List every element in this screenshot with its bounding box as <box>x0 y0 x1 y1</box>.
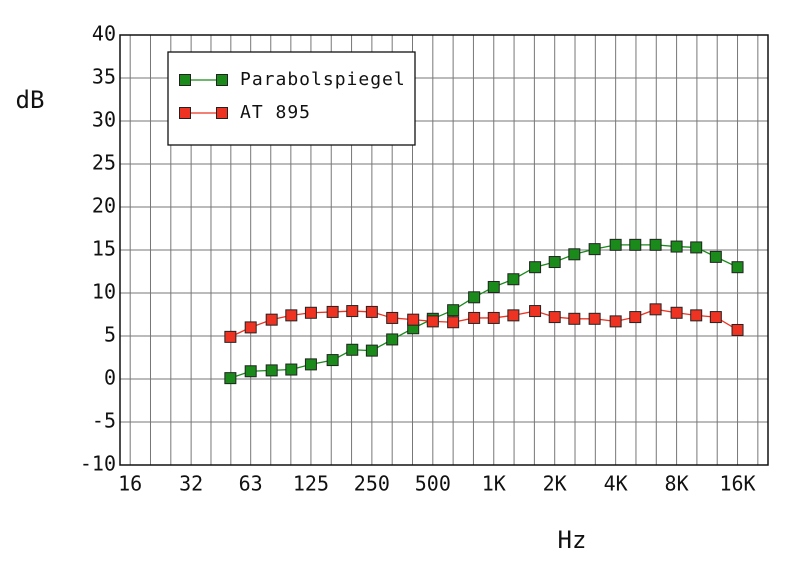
legend-marker <box>179 74 191 86</box>
marker <box>224 330 237 343</box>
y-tick-label: 10 <box>92 280 116 304</box>
x-tick-label: 2K <box>543 472 567 496</box>
x-tick-label: 63 <box>239 472 263 496</box>
y-tick-label: 35 <box>92 65 116 89</box>
x-axis-label: Hz <box>558 526 587 554</box>
y-tick-label: -10 <box>80 452 116 476</box>
y-tick-label: 30 <box>92 108 116 132</box>
marker <box>548 311 561 324</box>
marker <box>731 261 744 274</box>
marker <box>548 256 561 269</box>
marker <box>709 250 722 263</box>
marker <box>346 343 359 356</box>
x-tick-label: 1K <box>482 472 506 496</box>
marker <box>447 304 460 317</box>
x-tick-label: 4K <box>604 472 628 496</box>
plot-frame <box>119 34 769 466</box>
marker <box>690 241 703 254</box>
marker <box>609 238 622 251</box>
legend-box <box>167 51 416 146</box>
marker <box>304 358 317 371</box>
marker <box>670 240 683 253</box>
marker <box>304 306 317 319</box>
marker <box>507 309 520 322</box>
x-tick-label: 32 <box>179 472 203 496</box>
marker <box>487 280 500 293</box>
marker <box>507 273 520 286</box>
legend-label: AT 895 <box>240 102 311 123</box>
x-tick-label: 250 <box>354 472 390 496</box>
marker <box>588 312 601 325</box>
x-tick-label: 16K <box>719 472 755 496</box>
legend-marker <box>179 107 191 119</box>
x-tick-label: 16 <box>118 472 142 496</box>
marker <box>285 309 298 322</box>
legend-label: Parabolspiegel <box>240 69 406 90</box>
marker <box>649 238 662 251</box>
marker <box>568 248 581 261</box>
marker <box>365 344 378 357</box>
legend-marker <box>216 74 228 86</box>
marker <box>426 315 439 328</box>
marker <box>265 313 278 326</box>
marker <box>670 306 683 319</box>
marker <box>529 305 542 318</box>
marker <box>407 313 420 326</box>
y-tick-label: 40 <box>92 22 116 46</box>
marker <box>244 365 257 378</box>
marker <box>326 354 339 367</box>
marker <box>326 305 339 318</box>
marker <box>224 372 237 385</box>
x-tick-label: 8K <box>665 472 689 496</box>
y-axis-label: dB <box>16 86 45 114</box>
x-tick-label: 125 <box>293 472 329 496</box>
marker <box>468 291 481 304</box>
marker <box>629 238 642 251</box>
marker <box>529 261 542 274</box>
marker <box>609 315 622 328</box>
marker <box>285 363 298 376</box>
marker <box>386 311 399 324</box>
marker <box>468 311 481 324</box>
marker <box>709 311 722 324</box>
y-tick-label: -5 <box>92 409 116 433</box>
marker <box>629 311 642 324</box>
marker <box>690 309 703 322</box>
y-tick-label: 5 <box>104 323 116 347</box>
marker <box>649 303 662 316</box>
marker <box>386 333 399 346</box>
y-tick-label: 0 <box>104 366 116 390</box>
marker <box>365 305 378 318</box>
x-tick-label: 500 <box>415 472 451 496</box>
marker <box>244 321 257 334</box>
y-tick-label: 25 <box>92 151 116 175</box>
marker <box>568 312 581 325</box>
marker <box>487 311 500 324</box>
marker <box>447 316 460 329</box>
y-tick-label: 15 <box>92 237 116 261</box>
marker <box>588 243 601 256</box>
y-tick-label: 20 <box>92 194 116 218</box>
marker <box>346 305 359 318</box>
marker <box>731 323 744 336</box>
marker <box>265 364 278 377</box>
legend-marker <box>216 107 228 119</box>
